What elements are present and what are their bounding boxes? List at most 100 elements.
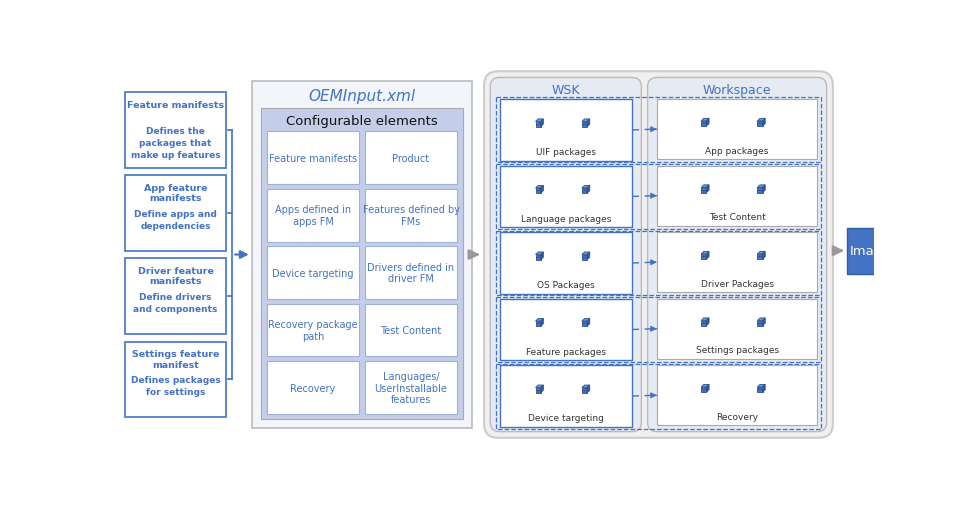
Text: App packages: App packages bbox=[705, 146, 769, 156]
Text: Recovery package
path: Recovery package path bbox=[268, 320, 357, 341]
Polygon shape bbox=[582, 319, 589, 322]
Bar bbox=[496, 98, 821, 163]
Text: Define apps and
dependencies: Define apps and dependencies bbox=[134, 210, 218, 230]
Text: Workspace: Workspace bbox=[703, 84, 771, 97]
Text: Device targeting: Device targeting bbox=[528, 414, 604, 423]
Bar bbox=[125, 176, 226, 251]
Text: App feature
manifests: App feature manifests bbox=[144, 183, 208, 203]
Polygon shape bbox=[707, 318, 709, 326]
Polygon shape bbox=[587, 120, 589, 127]
Bar bbox=[499, 100, 632, 162]
Bar bbox=[125, 93, 226, 168]
Polygon shape bbox=[757, 185, 765, 188]
Polygon shape bbox=[582, 252, 589, 255]
Polygon shape bbox=[541, 186, 544, 194]
Bar bbox=[499, 233, 632, 294]
Text: Language packages: Language packages bbox=[520, 215, 611, 223]
Bar bbox=[757, 255, 762, 260]
Bar bbox=[535, 322, 541, 327]
Text: OS Packages: OS Packages bbox=[537, 281, 594, 290]
Polygon shape bbox=[701, 119, 709, 122]
Bar bbox=[125, 342, 226, 417]
Polygon shape bbox=[582, 385, 589, 388]
Text: Features defined by
FMs: Features defined by FMs bbox=[362, 205, 459, 227]
Bar bbox=[267, 362, 359, 414]
Polygon shape bbox=[701, 318, 709, 321]
Polygon shape bbox=[757, 385, 765, 387]
Text: Feature manifests: Feature manifests bbox=[269, 154, 357, 164]
Bar bbox=[701, 255, 707, 260]
Polygon shape bbox=[541, 120, 544, 127]
Polygon shape bbox=[762, 252, 765, 260]
Text: Define drivers
and components: Define drivers and components bbox=[133, 293, 218, 314]
Bar bbox=[582, 122, 587, 127]
Bar bbox=[847, 228, 893, 274]
Bar bbox=[125, 259, 226, 334]
Bar bbox=[535, 255, 541, 260]
Polygon shape bbox=[535, 319, 544, 322]
Bar bbox=[267, 132, 359, 185]
Bar bbox=[261, 109, 463, 419]
Bar bbox=[701, 321, 707, 326]
Text: Driver Packages: Driver Packages bbox=[701, 279, 774, 288]
Polygon shape bbox=[701, 185, 709, 188]
Bar bbox=[757, 387, 762, 392]
Polygon shape bbox=[707, 119, 709, 127]
Text: Settings feature
manifest: Settings feature manifest bbox=[132, 349, 219, 369]
Polygon shape bbox=[701, 385, 709, 387]
Polygon shape bbox=[757, 119, 765, 122]
Bar bbox=[267, 304, 359, 357]
Bar bbox=[582, 189, 587, 194]
Polygon shape bbox=[762, 185, 765, 193]
Text: Product: Product bbox=[392, 154, 429, 164]
Bar bbox=[499, 366, 632, 427]
Bar bbox=[701, 387, 707, 392]
Bar bbox=[496, 364, 821, 429]
Bar bbox=[496, 165, 821, 229]
Polygon shape bbox=[707, 252, 709, 260]
Polygon shape bbox=[757, 252, 765, 255]
Text: Languages/
UserInstallable
features: Languages/ UserInstallable features bbox=[375, 371, 448, 405]
FancyBboxPatch shape bbox=[490, 78, 642, 432]
Bar bbox=[657, 366, 818, 426]
Text: Defines the
packages that
make up features: Defines the packages that make up featur… bbox=[131, 127, 220, 159]
Text: Recovery: Recovery bbox=[716, 412, 758, 421]
FancyBboxPatch shape bbox=[485, 72, 833, 438]
Bar bbox=[499, 166, 632, 228]
Polygon shape bbox=[707, 185, 709, 193]
Text: Settings packages: Settings packages bbox=[695, 345, 779, 355]
Polygon shape bbox=[587, 252, 589, 260]
Text: OEMInput.xml: OEMInput.xml bbox=[309, 88, 416, 104]
Polygon shape bbox=[541, 385, 544, 393]
Bar bbox=[365, 132, 457, 185]
Polygon shape bbox=[582, 120, 589, 122]
Bar bbox=[701, 188, 707, 193]
Bar bbox=[365, 189, 457, 242]
Polygon shape bbox=[762, 318, 765, 326]
Text: Apps defined in
apps FM: Apps defined in apps FM bbox=[275, 205, 352, 227]
Bar bbox=[757, 122, 762, 127]
Bar bbox=[267, 189, 359, 242]
Bar bbox=[365, 362, 457, 414]
Text: Image: Image bbox=[850, 245, 890, 258]
Polygon shape bbox=[541, 319, 544, 327]
Bar bbox=[582, 255, 587, 260]
Text: Test Content: Test Content bbox=[381, 325, 442, 335]
Polygon shape bbox=[535, 120, 544, 122]
Text: Driver feature
manifests: Driver feature manifests bbox=[138, 267, 214, 286]
Polygon shape bbox=[707, 385, 709, 392]
Text: Configurable elements: Configurable elements bbox=[286, 115, 438, 128]
Text: Recovery: Recovery bbox=[290, 383, 336, 393]
Bar bbox=[251, 82, 473, 428]
Polygon shape bbox=[701, 252, 709, 255]
Polygon shape bbox=[757, 318, 765, 321]
Bar bbox=[535, 122, 541, 127]
Polygon shape bbox=[762, 385, 765, 392]
Polygon shape bbox=[541, 252, 544, 260]
Bar bbox=[535, 388, 541, 393]
Text: Defines packages
for settings: Defines packages for settings bbox=[131, 376, 220, 396]
Text: UIF packages: UIF packages bbox=[536, 148, 596, 157]
Text: WSK: WSK bbox=[552, 84, 580, 97]
Bar bbox=[757, 321, 762, 326]
Bar bbox=[657, 166, 818, 226]
